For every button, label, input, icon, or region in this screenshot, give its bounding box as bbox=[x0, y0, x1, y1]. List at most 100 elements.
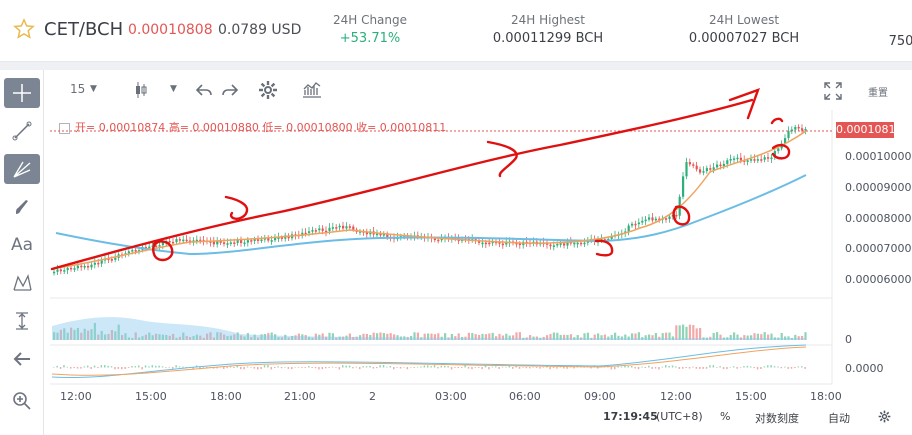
volume-bar bbox=[610, 334, 613, 340]
back-arrow-icon[interactable] bbox=[4, 344, 40, 374]
volume-bar bbox=[767, 334, 770, 340]
candle bbox=[257, 239, 260, 241]
stat-value: 750 bbox=[888, 34, 912, 49]
annotation-circle bbox=[771, 143, 791, 160]
volume-bar bbox=[243, 336, 246, 340]
percent-toggle[interactable]: % bbox=[720, 410, 731, 423]
volume-bar bbox=[212, 337, 215, 340]
candle bbox=[195, 239, 198, 242]
macd-bar bbox=[233, 367, 235, 368]
candlestick-type-icon[interactable] bbox=[134, 81, 148, 99]
favorite-star-icon[interactable] bbox=[13, 18, 35, 40]
stat-24h-lowest: 24H Lowest 0.00007027 BCH bbox=[684, 13, 804, 46]
macd-bar bbox=[308, 366, 310, 368]
volume-bar bbox=[430, 333, 433, 340]
volume-bar bbox=[471, 333, 474, 340]
macd-bar bbox=[620, 366, 623, 368]
candle bbox=[576, 242, 579, 245]
candle bbox=[376, 233, 379, 236]
candle bbox=[219, 241, 222, 243]
volume-bar bbox=[692, 325, 695, 340]
macd-bar bbox=[328, 367, 330, 368]
redo-icon[interactable] bbox=[222, 83, 238, 97]
candle bbox=[83, 265, 86, 268]
volume-bar bbox=[148, 332, 151, 340]
text-tool-icon[interactable]: Aa bbox=[10, 235, 34, 255]
volume-bar bbox=[209, 332, 212, 340]
volume-bar bbox=[253, 334, 256, 340]
chevron-down-icon[interactable]: ▼ bbox=[90, 84, 97, 94]
macd-bar bbox=[447, 366, 449, 368]
volume-bar bbox=[641, 337, 644, 340]
volume-bar bbox=[695, 328, 698, 340]
pattern-tool-icon[interactable] bbox=[4, 268, 40, 298]
volume-bar bbox=[699, 327, 702, 340]
candle bbox=[56, 269, 59, 272]
candle bbox=[382, 234, 385, 236]
volume-bar bbox=[267, 332, 270, 340]
brush-tool-icon[interactable] bbox=[4, 192, 40, 222]
indicators-icon[interactable] bbox=[302, 81, 322, 99]
macd-bar bbox=[505, 366, 507, 368]
trendline-tool-icon[interactable] bbox=[4, 116, 40, 146]
candle bbox=[87, 265, 90, 268]
candle bbox=[338, 225, 341, 228]
measure-tool-icon[interactable] bbox=[4, 306, 40, 336]
crosshair-tool-icon[interactable] bbox=[4, 78, 40, 108]
volume-bar bbox=[593, 334, 596, 340]
fork-tool-icon[interactable] bbox=[4, 154, 40, 184]
interval-select[interactable]: 15 bbox=[70, 82, 86, 96]
stat-value: 0.00011299 BCH bbox=[492, 31, 604, 46]
candle bbox=[685, 162, 688, 177]
volume-bar bbox=[314, 333, 317, 340]
candle bbox=[433, 238, 436, 241]
timezone[interactable]: (UTC+8) bbox=[656, 410, 703, 423]
auto-scale-toggle[interactable]: 自动 bbox=[828, 412, 850, 425]
candle bbox=[675, 214, 678, 217]
volume-bar bbox=[583, 333, 586, 340]
undo-icon[interactable] bbox=[196, 83, 212, 97]
macd-bar bbox=[345, 365, 347, 368]
volume-bar bbox=[474, 334, 477, 340]
macd-bar bbox=[202, 366, 205, 368]
volume-bar bbox=[770, 333, 773, 340]
macd-bar bbox=[491, 366, 494, 368]
trading-pair[interactable]: CET/BCH bbox=[44, 19, 124, 40]
volume-bar bbox=[325, 336, 328, 340]
chevron-down-icon[interactable]: ▼ bbox=[170, 84, 177, 94]
zoom-in-icon[interactable] bbox=[4, 386, 40, 416]
candle bbox=[168, 241, 171, 243]
macd-bar bbox=[240, 367, 242, 370]
macd-bar bbox=[372, 367, 375, 369]
candle bbox=[556, 244, 559, 246]
macd-bar bbox=[359, 367, 361, 370]
macd-bar bbox=[773, 366, 776, 368]
macd-bar bbox=[549, 367, 551, 370]
volume-bar bbox=[559, 334, 562, 340]
volume-bar bbox=[464, 336, 467, 340]
volume-bar bbox=[104, 334, 107, 340]
candle bbox=[726, 160, 729, 164]
macd-bar bbox=[389, 365, 392, 368]
volume-bar bbox=[199, 335, 202, 340]
settings-gear-icon[interactable] bbox=[878, 410, 891, 423]
candle bbox=[209, 241, 212, 243]
macd-bar bbox=[311, 367, 313, 368]
volume-bar bbox=[369, 334, 372, 340]
candle bbox=[610, 235, 613, 239]
candle bbox=[155, 245, 158, 248]
collapse-box-icon[interactable] bbox=[59, 122, 70, 134]
volume-bar bbox=[182, 332, 185, 340]
volume-bar bbox=[372, 332, 375, 340]
volume-bar bbox=[651, 335, 654, 340]
volume-bar bbox=[396, 335, 399, 340]
candle bbox=[240, 239, 243, 244]
macd-bar bbox=[563, 367, 565, 369]
gear-icon[interactable] bbox=[258, 80, 278, 100]
fullscreen-icon[interactable] bbox=[824, 82, 842, 100]
reset-button[interactable]: 重置 bbox=[868, 88, 888, 99]
macd-bar bbox=[726, 367, 728, 370]
log-scale-toggle[interactable]: 对数刻度 bbox=[755, 412, 799, 425]
candle bbox=[753, 159, 756, 161]
